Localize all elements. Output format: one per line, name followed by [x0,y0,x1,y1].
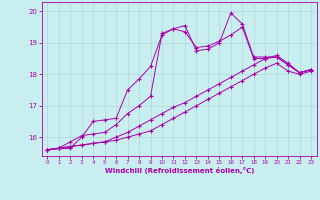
X-axis label: Windchill (Refroidissement éolien,°C): Windchill (Refroidissement éolien,°C) [105,167,254,174]
